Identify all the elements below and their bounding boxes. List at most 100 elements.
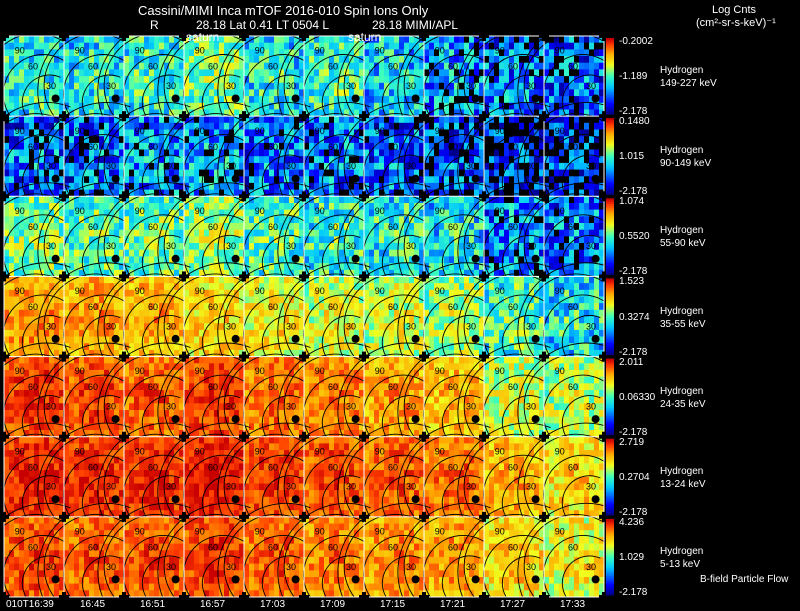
heatmap-cell: [274, 156, 280, 164]
heatmap-cell: [4, 96, 10, 104]
heatmap-cell: [449, 136, 455, 144]
heatmap-cell: [509, 182, 515, 190]
heatmap-cell: [19, 102, 25, 110]
heatmap-cell: [539, 149, 545, 157]
heatmap-cell: [4, 69, 10, 77]
heatmap-cell: [124, 289, 130, 297]
heatmap-cell: [319, 69, 325, 77]
heatmap-cell: [564, 149, 570, 157]
heatmap-cell: [199, 36, 205, 44]
heatmap-cell: [539, 116, 545, 124]
heatmap-cell: [454, 116, 460, 124]
heatmap-cell: [24, 236, 30, 244]
heatmap-cell: [424, 122, 430, 130]
heatmap-cell: [504, 196, 510, 204]
heatmap-cell: [59, 142, 65, 150]
heatmap-cell: [324, 42, 330, 50]
heatmap-cell: [534, 36, 540, 44]
contour-line: [397, 22, 491, 128]
heatmap-cell: [414, 156, 420, 164]
heatmap-cell: [24, 182, 30, 190]
contour-label: 90: [495, 206, 505, 216]
heatmap-cell: [424, 109, 430, 117]
contour-label: 60: [268, 62, 278, 72]
heatmap-cell: [474, 223, 480, 231]
heatmap-cell: [184, 69, 190, 77]
heatmap-cell: [69, 136, 75, 144]
saturn-marker: [51, 254, 60, 263]
heatmap-cell: [424, 162, 430, 170]
heatmap-cell: [494, 236, 500, 244]
heatmap-cell: [104, 76, 110, 84]
heatmap-cell: [494, 122, 500, 130]
heatmap-cell: [229, 156, 235, 164]
heatmap-cell: [24, 62, 30, 70]
heatmap-cell: [329, 89, 335, 97]
heatmap-cell: [224, 56, 230, 64]
heatmap-cell: [214, 122, 220, 130]
contour-label: 90: [15, 286, 25, 296]
heatmap-cell: [54, 82, 60, 90]
heatmap-cell: [64, 296, 70, 304]
heatmap-cell: [154, 276, 160, 284]
heatmap-cell: [564, 36, 570, 44]
heatmap-cell: [29, 203, 35, 211]
heatmap-cell: [104, 136, 110, 144]
heatmap-cell: [374, 89, 380, 97]
heatmap-cell: [49, 69, 55, 77]
heatmap-cell: [389, 162, 395, 170]
heatmap-cell: [234, 36, 240, 44]
heatmap-cell: [14, 36, 20, 44]
heatmap-cell: [34, 156, 40, 164]
contour-label: 60: [148, 222, 158, 232]
heatmap-cell: [494, 49, 500, 57]
heatmap-cell: [584, 62, 590, 70]
heatmap-cell: [164, 62, 170, 70]
heatmap-cell: [244, 136, 250, 144]
heatmap-cell: [419, 189, 425, 197]
heatmap-cell: [154, 89, 160, 97]
heatmap-cell: [449, 169, 455, 177]
heatmap-cell: [389, 189, 395, 197]
heatmap-cell: [79, 316, 85, 324]
heatmap-cell: [499, 169, 505, 177]
heatmap-cell: [384, 69, 390, 77]
heatmap-cell: [324, 182, 330, 190]
heatmap-cell: [99, 216, 105, 224]
heatmap-cell: [484, 96, 490, 104]
heatmap-cell: [494, 142, 500, 150]
heatmap-cell: [404, 203, 410, 211]
heatmap-cell: [279, 42, 285, 50]
heatmap-cell: [69, 216, 75, 224]
contour-label: 60: [268, 142, 278, 152]
heatmap-cell: [379, 236, 385, 244]
heatmap-cell: [429, 76, 435, 84]
heatmap-cell: [174, 303, 180, 311]
heatmap-cell: [529, 116, 535, 124]
heatmap-cell: [314, 122, 320, 130]
heatmap-cell: [534, 162, 540, 170]
heatmap-cell: [569, 122, 575, 130]
heatmap-cell: [394, 82, 400, 90]
heatmap-cell: [509, 49, 515, 57]
heatmap-cell: [339, 96, 345, 104]
heatmap-cell: [579, 49, 585, 57]
heatmap-cell: [44, 203, 50, 211]
heatmap-cell: [224, 96, 230, 104]
heatmap-cell: [114, 289, 120, 297]
heatmap-cell: [149, 182, 155, 190]
heatmap-cell: [299, 36, 305, 44]
heatmap-cell: [389, 169, 395, 177]
heatmap-cell: [404, 62, 410, 70]
heatmap-cell: [409, 149, 415, 157]
heatmap-cell: [479, 96, 485, 104]
heatmap-cell: [344, 196, 350, 204]
heatmap-cell: [59, 76, 65, 84]
heatmap-cell: [389, 36, 395, 44]
heatmap-cell: [509, 169, 515, 177]
heatmap-cell: [4, 209, 10, 217]
heatmap-cell: [239, 76, 245, 84]
heatmap-cell: [4, 89, 10, 97]
heatmap-cell: [569, 189, 575, 197]
heatmap-cell: [104, 42, 110, 50]
